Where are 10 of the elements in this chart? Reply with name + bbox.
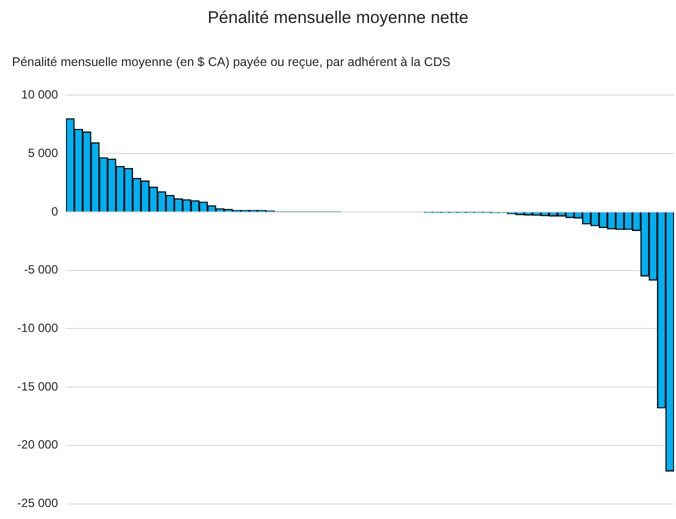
y-tick-label: -20 000 xyxy=(17,438,58,452)
y-tick-label: -25 000 xyxy=(17,496,58,510)
y-tick-label: -5 000 xyxy=(24,262,58,277)
y-tick-label: -15 000 xyxy=(17,379,58,394)
y-tick-label: 10 000 xyxy=(21,88,58,102)
chart-title: Pénalité mensuelle moyenne nette xyxy=(206,8,470,28)
y-tick-label: 5 000 xyxy=(28,146,58,160)
y-axis-title: Pénalité mensuelle moyenne (en $ CA) payée ou reçue, par adhérent à la CDS xyxy=(12,55,450,69)
y-tick-label: 0 xyxy=(51,204,58,218)
y-tick-label: -10 000 xyxy=(17,321,58,335)
